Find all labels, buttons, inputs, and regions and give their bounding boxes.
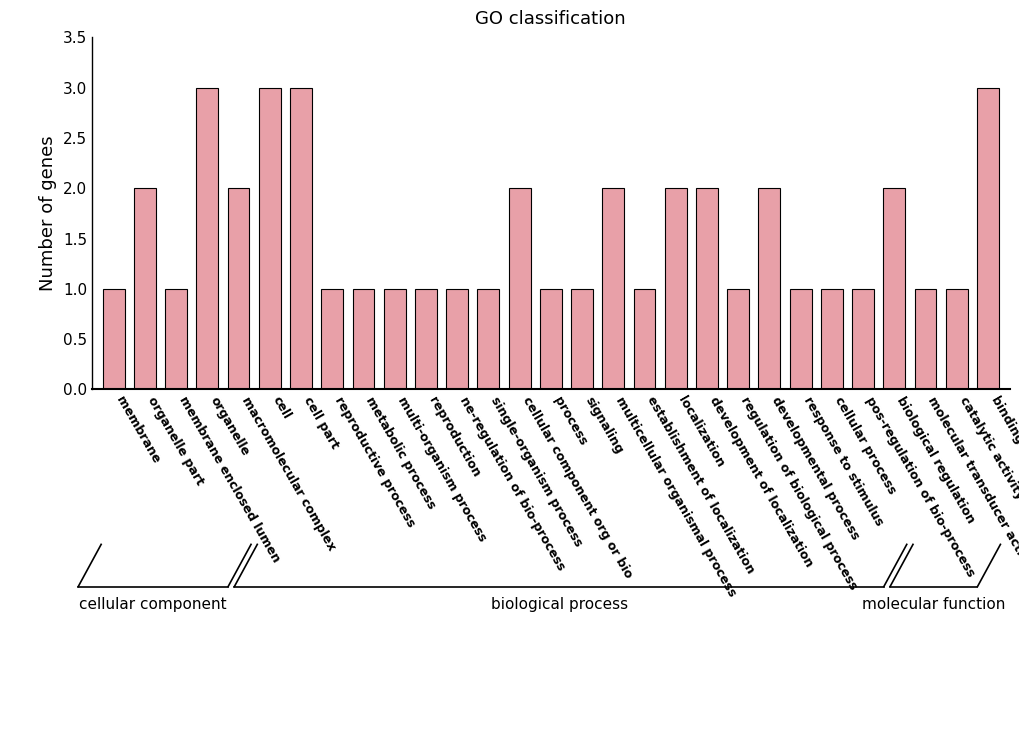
Bar (197, 88, 218, 389)
Text: molecular function: molecular function (861, 597, 1005, 612)
Bar (633, 289, 655, 389)
Bar (133, 188, 156, 389)
Bar (914, 289, 935, 389)
Bar (976, 88, 998, 389)
Bar (882, 188, 904, 389)
Bar (289, 88, 312, 389)
Title: GO classification: GO classification (475, 10, 626, 28)
Bar (695, 188, 717, 389)
Bar (383, 289, 406, 389)
Bar (758, 188, 780, 389)
Bar (353, 289, 374, 389)
Bar (602, 188, 624, 389)
Bar (477, 289, 498, 389)
Bar (727, 289, 748, 389)
Bar (664, 188, 686, 389)
Bar (508, 188, 530, 389)
Bar (789, 289, 811, 389)
Bar (445, 289, 468, 389)
Bar (945, 289, 967, 389)
Bar (851, 289, 873, 389)
Bar (539, 289, 561, 389)
Bar (103, 289, 124, 389)
Bar (415, 289, 436, 389)
Bar (321, 289, 342, 389)
Bar (259, 88, 280, 389)
Text: biological process: biological process (490, 597, 627, 612)
Bar (165, 289, 186, 389)
Text: cellular component: cellular component (79, 597, 227, 612)
Bar (571, 289, 592, 389)
Bar (820, 289, 842, 389)
Y-axis label: Number of genes: Number of genes (39, 136, 57, 291)
Bar (227, 188, 250, 389)
